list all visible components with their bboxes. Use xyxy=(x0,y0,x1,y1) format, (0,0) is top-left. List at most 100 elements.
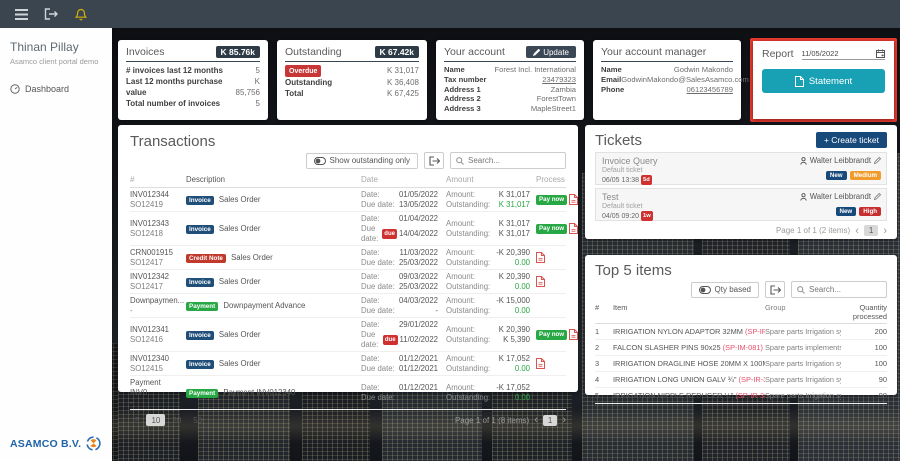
logout-icon[interactable] xyxy=(44,7,58,21)
item-group: Spare parts Irrigation sy... xyxy=(765,391,841,400)
user-subtitle: Asamco client portal demo xyxy=(10,57,99,66)
account-manager-title: Your account manager xyxy=(601,46,707,58)
transaction-id: INV012341 xyxy=(130,324,170,334)
qty-based-toggle[interactable]: Qty based xyxy=(690,281,759,298)
pdf-icon[interactable] xyxy=(569,223,579,234)
transaction-date: 01/12/2021 xyxy=(398,353,438,363)
sidebar: Thinan Pillay Asamco client portal demo … xyxy=(0,28,112,461)
page-size-button[interactable]: 10 xyxy=(146,414,166,426)
ticket-item[interactable]: Invoice Query Default ticket 06/05 13:38… xyxy=(595,152,887,185)
ticket-priority-badge: High xyxy=(859,207,881,216)
pay-now-button[interactable]: Pay now xyxy=(536,194,568,205)
bell-icon[interactable] xyxy=(74,7,88,21)
pay-now-button[interactable]: Pay now xyxy=(536,223,568,234)
update-account-button[interactable]: Update xyxy=(526,46,576,58)
toggle-icon xyxy=(698,285,711,294)
transaction-date: 01/04/2022 xyxy=(398,213,438,223)
transaction-id: INV012340 xyxy=(130,353,170,363)
ticket-item[interactable]: Test Default ticket 04/05 09:20 1w Walte… xyxy=(595,188,887,221)
tickets-list: Invoice Query Default ticket 06/05 13:38… xyxy=(595,152,887,221)
transaction-row: INV012344 SO12419 Invoice Sales Order Da… xyxy=(130,188,579,212)
top-items-search-input[interactable] xyxy=(809,285,879,294)
account-detail-row: Address 1 Zambia Zambia xyxy=(444,84,576,94)
transaction-row: INV012342 SO12417 Invoice Sales Order Da… xyxy=(130,270,566,294)
item-name: IRRIGATION LONG UNION GALV ¾" xyxy=(613,375,739,384)
page-size-button[interactable]: 20 xyxy=(172,415,182,425)
item-name: IRRIGATION NYLON ADAPTOR 32MM xyxy=(613,327,745,336)
top-item-row: 3 IRRIGATION DRAGLINE HOSE 20MM X 100M (… xyxy=(595,356,887,372)
transaction-outstanding: 0.00 xyxy=(514,305,530,315)
pay-now-button[interactable]: Pay now xyxy=(536,329,568,340)
invoices-total-badge: K 85.76k xyxy=(215,46,260,58)
pdf-icon[interactable] xyxy=(536,252,545,263)
ticket-status-badge: New xyxy=(825,171,847,180)
outstanding-card: Outstanding K 67.42k Overdue Overdue K 3… xyxy=(277,40,427,120)
pdf-icon[interactable] xyxy=(536,276,545,287)
page-size-button[interactable]: 5 xyxy=(135,415,140,425)
item-group: Spare parts Irrigation sy... xyxy=(765,375,841,384)
statement-button[interactable]: Statement xyxy=(762,69,885,93)
tickets-pagination: Page 1 of 1 (2 items) ‹ 1 › xyxy=(595,225,887,236)
outstanding-total-badge: K 67.42k xyxy=(374,46,419,58)
transactions-search-input[interactable] xyxy=(468,156,560,165)
account-detail-row: Tax number 23479323 23479323 xyxy=(444,74,576,84)
transaction-due-date: 14/04/2022 xyxy=(398,228,438,238)
pdf-icon[interactable] xyxy=(569,329,579,340)
export-icon[interactable] xyxy=(424,152,444,169)
summary-cards-row: Invoices K 85.76k # invoices last 12 mon… xyxy=(118,38,897,122)
menu-icon[interactable] xyxy=(14,7,28,21)
account-detail-link[interactable]: 23479323 xyxy=(542,74,576,84)
create-ticket-button[interactable]: + Create ticket xyxy=(815,132,887,148)
top-item-row: 2 FALCON SLASHER PINS 90x25 (SP-IM-081) … xyxy=(595,340,887,356)
transaction-type-badge: Payment xyxy=(186,302,219,311)
edit-pencil-icon[interactable] xyxy=(874,157,881,164)
tickets-current-page-button[interactable]: 1 xyxy=(863,225,879,236)
transaction-row: INV012341 SO12416 Invoice Sales Order Da… xyxy=(130,318,579,352)
transaction-amount: -K 20,390 xyxy=(496,247,530,257)
logo-emblem-icon xyxy=(86,436,101,451)
transaction-outstanding: 0.00 xyxy=(514,257,530,267)
transaction-amount: K 17,052 xyxy=(498,353,530,363)
transaction-due-date: 01/12/2021 xyxy=(398,363,438,373)
manager-detail-link[interactable]: 06123456789 xyxy=(686,84,733,94)
account-manager-card: Your account manager Name Godwin Makondo… xyxy=(593,40,749,120)
transaction-date: 04/03/2022 xyxy=(398,295,438,305)
tickets-next-page-icon[interactable]: › xyxy=(883,224,887,237)
tickets-prev-page-icon[interactable]: ‹ xyxy=(855,224,859,237)
transaction-description: Sales Order xyxy=(218,330,261,339)
account-detail-row: Address 3 MapleStreet1 MapleStreet1 xyxy=(444,104,576,114)
show-outstanding-toggle[interactable]: Show outstanding only xyxy=(305,152,418,169)
transaction-type-badge: Invoice xyxy=(186,331,214,340)
top-item-row: 1 IRRIGATION NYLON ADAPTOR 32MM (SP-IR-3… xyxy=(595,324,887,340)
transaction-id: INV012344 xyxy=(130,189,170,199)
edit-pencil-icon[interactable] xyxy=(874,193,881,200)
item-name: IRRIGATION DRAGLINE HOSE 20MM X 100M xyxy=(613,359,765,368)
transaction-id: INV012342 xyxy=(130,271,170,281)
top-items-table-header: # Item Group Quantity processed xyxy=(595,301,887,324)
sidebar-item-dashboard[interactable]: Dashboard xyxy=(10,84,102,94)
overdue-indicator-badge: due xyxy=(382,228,397,239)
item-rank: 4 xyxy=(595,375,600,384)
prev-page-icon[interactable]: ‹ xyxy=(534,414,538,426)
search-icon xyxy=(456,156,464,165)
transactions-panel: Transactions Show outstanding only # Des… xyxy=(118,125,579,426)
transaction-ref: SO12419 xyxy=(130,199,163,209)
current-page-button[interactable]: 1 xyxy=(542,414,558,426)
item-quantity: 90 xyxy=(878,375,887,384)
report-highlight-box: Report 11/05/2022 Statement xyxy=(750,38,897,122)
report-date-input[interactable]: 11/05/2022 xyxy=(801,49,885,60)
top-item-row: 4 IRRIGATION LONG UNION GALV ¾" (SP-IR-3… xyxy=(595,372,887,388)
item-rank: 2 xyxy=(595,343,600,352)
item-quantity: 100 xyxy=(874,359,887,368)
ticket-subtitle: Default ticket xyxy=(602,203,643,210)
page-size-button[interactable]: 50 xyxy=(193,415,203,425)
item-group: Spare parts implements xyxy=(765,343,841,352)
transaction-type-badge: Payment xyxy=(186,389,219,398)
pdf-icon[interactable] xyxy=(536,358,545,369)
item-quantity: 200 xyxy=(874,327,887,336)
ticket-status-badge: New xyxy=(835,207,857,216)
pdf-icon[interactable] xyxy=(569,194,579,205)
export-icon[interactable] xyxy=(765,281,785,298)
ticket-title: Test xyxy=(602,192,619,202)
next-page-icon[interactable]: › xyxy=(562,414,566,426)
